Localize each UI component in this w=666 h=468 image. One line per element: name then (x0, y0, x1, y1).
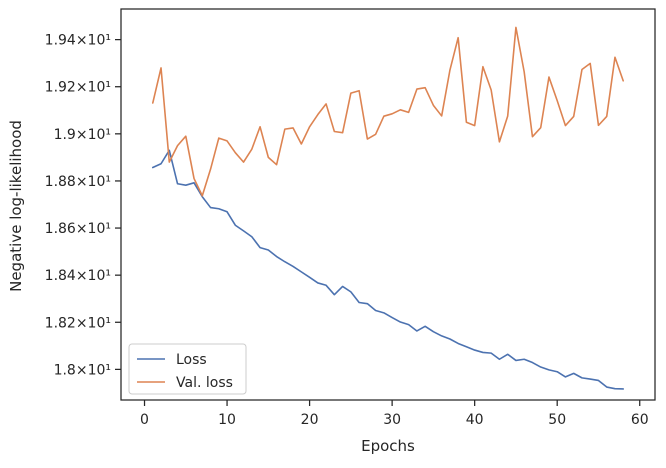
x-tick-label: 20 (301, 412, 319, 428)
y-tick-label: 1.92×10¹ (45, 80, 111, 96)
y-tick-label: 1.82×10¹ (45, 315, 111, 331)
legend-label-loss: Loss (176, 352, 207, 368)
x-tick-label: 0 (140, 412, 149, 428)
legend: Loss Val. loss (128, 343, 247, 395)
y-tick-label: 1.8×10¹ (54, 362, 111, 378)
x-tick-label: 50 (548, 412, 566, 428)
x-tick-label: 60 (631, 412, 649, 428)
x-tick-label: 30 (383, 412, 401, 428)
series-layer (151, 26, 625, 390)
x-tick-label: 10 (218, 412, 236, 428)
y-tick-label: 1.9×10¹ (54, 127, 111, 143)
y-tick-label: 1.88×10¹ (45, 174, 111, 190)
y-tick-label: 1.84×10¹ (45, 268, 111, 284)
x-axis-title: Epochs (361, 437, 415, 455)
plot-frame (120, 8, 656, 401)
y-axis-title: Negative log-likelihood (7, 120, 25, 292)
y-tick-label: 1.86×10¹ (45, 221, 111, 237)
x-tick-label: 40 (466, 412, 484, 428)
legend-label-val-loss: Val. loss (176, 375, 233, 391)
series-line-val-loss (151, 26, 625, 197)
series-line-loss (151, 149, 625, 390)
x-axis-ticks: 0 10 20 30 40 50 60 (140, 400, 649, 428)
y-axis-ticks: 1.8×10¹ 1.82×10¹ 1.84×10¹ 1.86×10¹ 1.88×10¹ 1… (45, 33, 121, 378)
y-tick-label: 1.94×10¹ (45, 33, 111, 49)
